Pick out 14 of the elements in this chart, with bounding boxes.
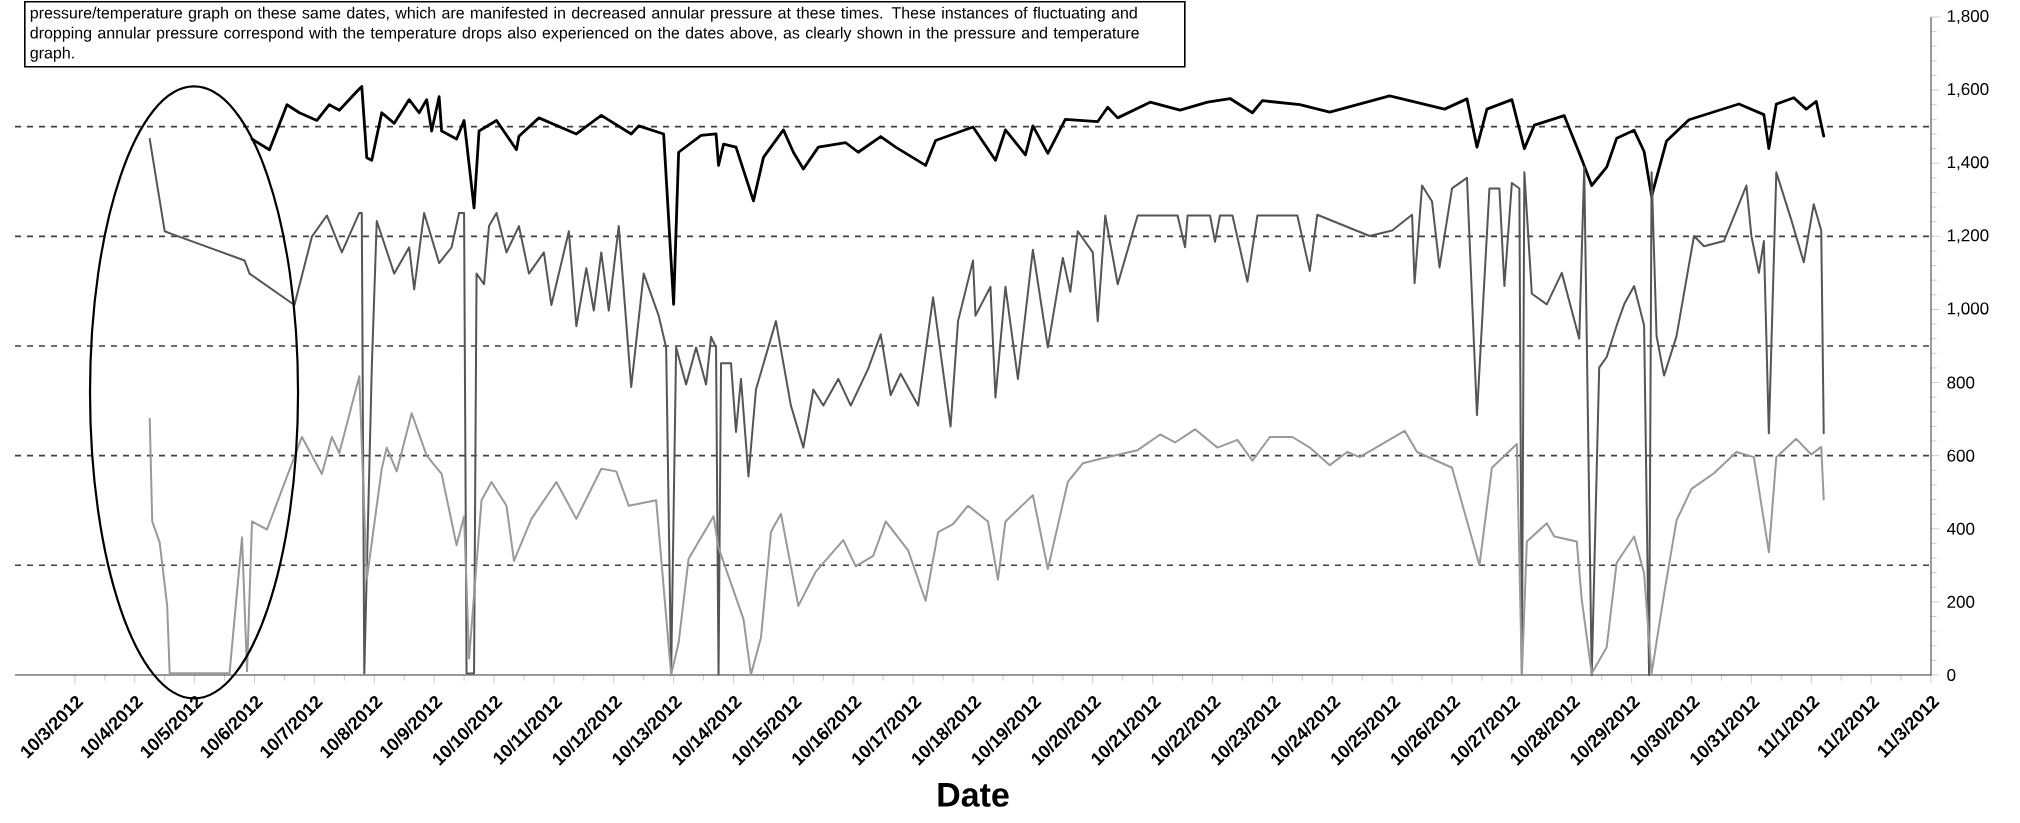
y-tick-label: 1,800 [1947,9,1989,24]
y-tick-label: 1,600 [1947,83,1989,98]
line-series [148,138,1825,676]
y-tick-label: 800 [1947,376,1975,389]
y-tick-label: 400 [1946,522,1975,535]
x-axis-title: Date [938,783,1009,807]
y-tick-label: 200 [1947,595,1975,608]
y-tick-label: 1,400 [1947,156,1989,171]
annotation: pressure/temperature graph on these same dates, which are manifested in decreased annular pressure at these times. These instances of fluctuating and dropping annular pressure correspond with the temperature drops also experienced on the dates above, as clearly shown in the pressure and temperature graph. [30,6,1139,62]
y-tick-label: 0 [1947,668,1956,681]
y-tick-label: 600 [1947,449,1975,462]
y-tick-label: 1,200 [1947,229,1989,244]
line-series [148,375,1825,676]
y-tick-label: 1,000 [1947,302,1989,317]
